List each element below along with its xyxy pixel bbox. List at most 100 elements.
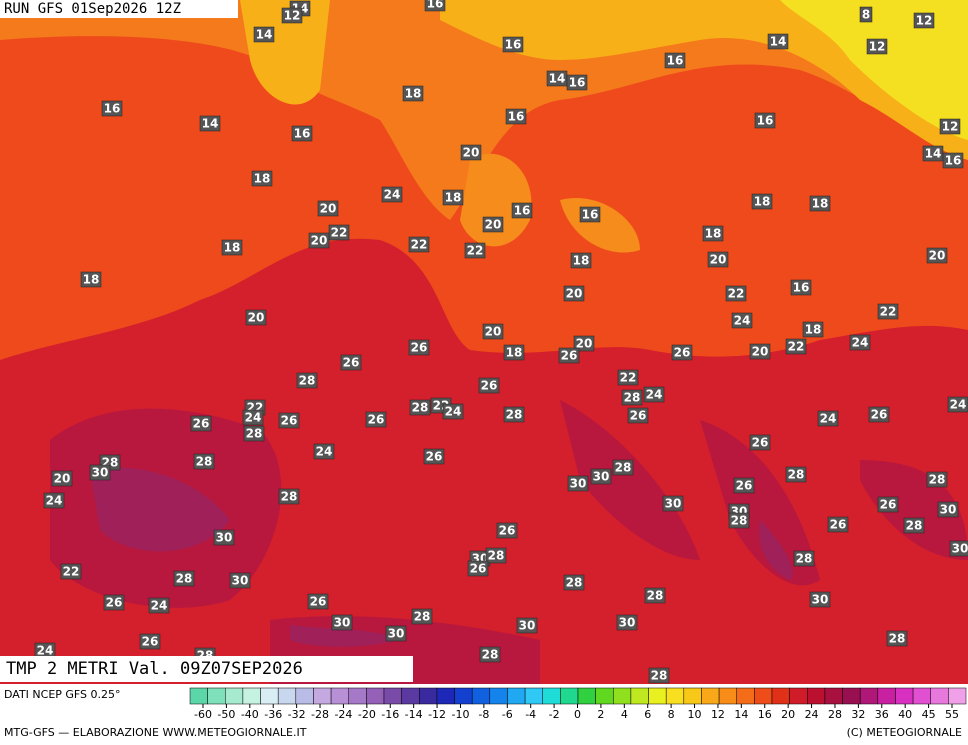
label-box	[793, 550, 815, 567]
temp-label: 20	[248, 311, 265, 325]
label-box	[754, 112, 776, 129]
temp-label: 16	[945, 154, 962, 168]
label-box	[173, 570, 195, 587]
colorbar-tick-label: 0	[574, 708, 581, 721]
temp-label: 12	[869, 40, 886, 54]
label-box	[503, 406, 525, 423]
temp-label: 14	[770, 35, 787, 49]
label-box	[785, 338, 807, 355]
temp-label: 26	[674, 346, 691, 360]
colorbar-cell	[789, 687, 808, 705]
temp-label: 28	[731, 514, 748, 528]
temp-label: 30	[334, 616, 351, 630]
temp-label: 30	[388, 627, 405, 641]
colorbar-cell	[718, 687, 737, 705]
colorbar-tick-label: 4	[621, 708, 628, 721]
temp-label: 16	[104, 102, 121, 116]
label-box	[89, 464, 111, 481]
temp-label: 26	[470, 562, 487, 576]
temp-label: 20	[710, 253, 727, 267]
label-box	[281, 7, 303, 24]
temp-label: 20	[311, 234, 328, 248]
label-box	[886, 630, 908, 647]
colorbar-tick-label: -14	[405, 708, 423, 721]
label-box	[566, 74, 588, 91]
label-box	[251, 170, 273, 187]
label-box	[291, 125, 313, 142]
colorbar-tick-label: -28	[311, 708, 329, 721]
colorbar-cell	[330, 687, 349, 705]
colorbar-tick-label: -2	[549, 708, 560, 721]
colorbar-cell	[912, 687, 931, 705]
label-box	[563, 285, 585, 302]
colorbar-cell	[383, 687, 402, 705]
label-box	[221, 239, 243, 256]
temp-label: 28	[796, 552, 813, 566]
label-box	[464, 242, 486, 259]
temp-label: 28	[647, 589, 664, 603]
label-box	[790, 279, 812, 296]
temp-label: 26	[736, 479, 753, 493]
temp-label: 12	[942, 120, 959, 134]
temp-label: 18	[812, 197, 829, 211]
run-box	[0, 0, 238, 18]
label-box	[664, 52, 686, 69]
colorbar-cell	[401, 687, 420, 705]
label-box	[942, 152, 964, 169]
temp-label: 26	[310, 595, 327, 609]
label-box	[785, 466, 807, 483]
label-box	[193, 453, 215, 470]
label-box	[442, 403, 464, 420]
temp-label: 28	[889, 632, 906, 646]
temp-label: 22	[331, 226, 348, 240]
colorbar-cell	[313, 687, 332, 705]
label-box	[725, 285, 747, 302]
label-box	[926, 471, 948, 488]
label-box	[408, 236, 430, 253]
label-box	[877, 496, 899, 513]
temp-label: 28	[281, 490, 298, 504]
temp-label: 28	[788, 468, 805, 482]
label-box	[749, 434, 771, 451]
temp-label: 24	[734, 314, 751, 328]
temp-label: 12	[284, 9, 301, 23]
label-box	[101, 100, 123, 117]
label-box	[502, 36, 524, 53]
colorbar-cell	[366, 687, 385, 705]
credit: MTG-GFS — ELABORAZIONE WWW.METEOGIORNALE…	[4, 726, 307, 739]
label-box	[381, 186, 403, 203]
colorbar-tick-label: -60	[194, 708, 212, 721]
label-box	[827, 516, 849, 533]
colorbar-cell	[560, 687, 579, 705]
temp-label: 26	[106, 596, 123, 610]
temp-label: 16	[757, 114, 774, 128]
label-box	[866, 38, 888, 55]
colorbar-tick-label: -50	[217, 708, 235, 721]
label-box	[340, 354, 362, 371]
label-box	[296, 372, 318, 389]
temp-label: 24	[445, 405, 462, 419]
colorbar-cell	[295, 687, 314, 705]
label-box	[148, 597, 170, 614]
colorbar-tick-label: 12	[711, 708, 725, 721]
label-box	[913, 12, 935, 29]
temp-label: 20	[463, 146, 480, 160]
label-box	[573, 335, 595, 352]
temp-label: 16	[793, 281, 810, 295]
temp-label: 18	[445, 191, 462, 205]
field-box	[0, 656, 413, 682]
label-box	[190, 415, 212, 432]
colorbar-tick-label: -32	[288, 708, 306, 721]
labels: 1412168121416141214161618161416161612141…	[34, 0, 968, 684]
temp-label: 28	[412, 401, 429, 415]
temp-label: 28	[488, 549, 505, 563]
temp-label: 30	[593, 470, 610, 484]
colorbar-cell	[736, 687, 755, 705]
label-box	[648, 667, 670, 684]
label-box	[516, 617, 538, 634]
temp-label: 20	[485, 325, 502, 339]
colorbar-cell	[207, 687, 226, 705]
colorbar-tick-label: 2	[597, 708, 604, 721]
colorbar-cell	[507, 687, 526, 705]
temp-label: 22	[467, 244, 484, 258]
